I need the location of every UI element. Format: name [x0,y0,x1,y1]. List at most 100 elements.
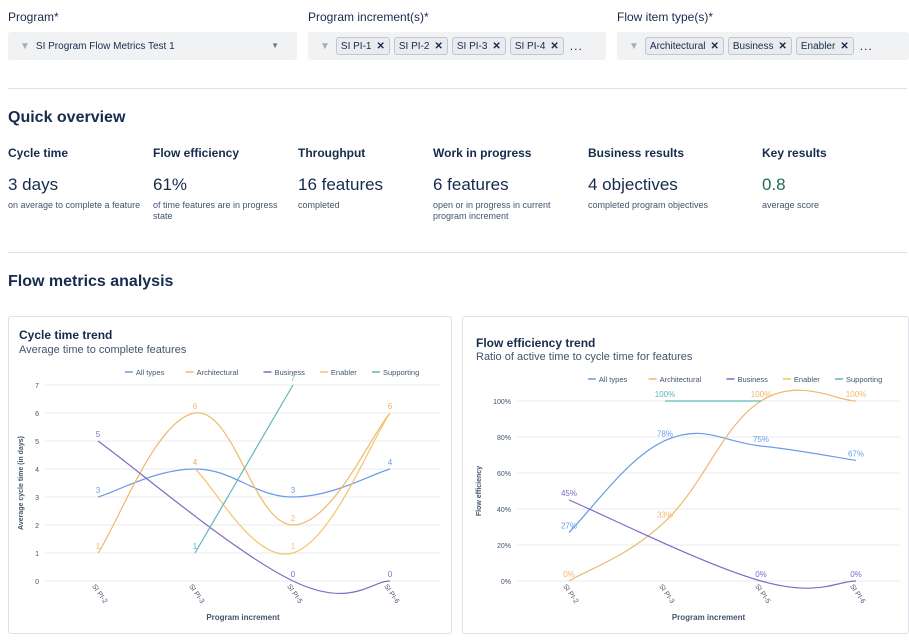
more-chips-indicator[interactable]: ... [569,39,583,53]
program-increment-select[interactable]: ▼ SI PI-1 ✕ SI PI-2 ✕ SI PI-3 ✕ SI PI-4 ✕ ..… [308,32,606,60]
close-icon[interactable]: ✕ [376,40,385,52]
close-icon[interactable]: ✕ [550,40,559,52]
x-tick-label: SI PI-6 [382,583,400,605]
y-tick-label: 3 [35,495,39,502]
close-icon[interactable]: ✕ [840,40,849,52]
flow-type-chip: Business ✕ [727,37,792,55]
close-icon[interactable]: ✕ [434,40,443,52]
metric-value: 61% [153,175,188,194]
increment-chip: SI PI-1 ✕ [335,37,390,55]
y-axis-label: Average cycle time (in days) [18,436,25,530]
metric-description: completed program objectives [588,200,709,210]
data-label: 0% [755,570,767,579]
flow-metrics-analysis-heading: Flow metrics analysis [8,273,174,290]
close-icon[interactable]: ✕ [778,40,787,52]
data-label: 100% [655,390,675,399]
flow-efficiency-trend-card: Flow efficiency trend Ratio of active ti… [462,316,909,634]
metric-title: Business results [588,146,685,160]
close-icon[interactable]: ✕ [492,40,501,52]
flow-item-type-filter: Flow item type(s)* ▼ Architectural ✕ Busi… [617,10,909,60]
legend-item: Supporting [846,375,882,384]
x-tick-label: SI PI-5 [285,583,303,605]
series-line [194,384,294,554]
cycle-time-trend-card: Cycle time trend Average time to complet… [8,316,452,634]
metric-throughput: Throughput 16 features completed [298,146,428,211]
more-chips-indicator[interactable]: ... [859,39,873,53]
program-filter: Program* ▼ SI Program Flow Metrics Test … [8,10,297,60]
data-label: 2 [291,514,296,523]
series-line [97,412,391,554]
cycle-time-trend-chart: 0 1 2 3 4 5 6 7 SI PI-2 SI PI-3 SI PI-5 SI PI-6 Prog… [18,368,441,622]
metric-cycle-time: Cycle time 3 days on average to complete… [8,146,148,211]
data-label: 45% [561,489,577,498]
divider [8,88,907,89]
data-label: 75% [753,435,769,444]
data-label: 5 [96,430,101,439]
data-label: 27% [561,521,577,530]
series-line [97,440,391,594]
filter-icon: ▼ [629,40,639,52]
series-line [568,389,857,582]
chevron-down-icon[interactable]: ▼ [271,41,279,50]
increment-chip: SI PI-2 ✕ [393,37,448,55]
data-label: 6 [388,402,393,411]
metric-value: 16 features [298,175,384,194]
x-tick-label: SI PI-5 [753,583,771,605]
series-line [568,432,857,533]
series-line [194,412,391,555]
y-tick-label: 2 [35,523,39,530]
y-tick-label: 6 [35,411,39,418]
data-label: 1 [96,542,101,551]
data-label: 100% [751,390,771,399]
increment-chip: SI PI-3 ✕ [451,37,506,55]
metric-description: completed [298,200,340,210]
program-select[interactable]: ▼ SI Program Flow Metrics Test 1 ▼ [8,32,297,60]
legend-item: Business [738,375,769,384]
metric-key-results: Key results 0.8 average score [762,146,892,211]
metric-title: Cycle time [8,146,69,160]
data-label: 4 [193,458,198,467]
flow-item-type-select[interactable]: ▼ Architectural ✕ Business ✕ Enabler ✕ ... [617,32,909,60]
y-tick-label: 80% [497,435,511,442]
x-tick-label: SI PI-6 [848,583,866,605]
metric-business-results: Business results 4 objectives completed … [588,146,748,211]
data-label: 33% [657,511,673,520]
flow-type-chip: Architectural ✕ [644,37,724,55]
series-line [97,468,391,498]
y-tick-label: 100% [493,399,511,406]
data-label: 3 [291,486,296,495]
y-tick-label: 7 [35,383,39,390]
metric-value: 6 features [433,175,509,194]
filter-icon: ▼ [320,40,330,52]
y-tick-label: 0% [501,579,511,586]
metric-title: Throughput [298,146,366,160]
close-icon[interactable]: ✕ [710,40,719,52]
y-tick-label: 0 [35,579,39,586]
quick-overview-heading: Quick overview [8,109,126,126]
data-label: 0% [850,570,862,579]
data-label: 0 [388,570,393,579]
data-label: 0% [563,570,575,579]
data-label: 6 [388,402,393,411]
metric-value: 3 days [8,175,59,194]
metric-description: open or in progress in current program i… [433,200,551,221]
metric-title: Flow efficiency [153,146,240,160]
x-tick-label: SI PI-2 [561,583,579,605]
program-label: Program* [8,10,59,24]
y-tick-label: 4 [35,467,39,474]
increment-chip: SI PI-4 ✕ [509,37,564,55]
metric-flow-efficiency: Flow efficiency 61% of time features are… [153,146,283,222]
chart-title: Flow efficiency trend [476,336,596,350]
data-label: 1 [291,542,296,551]
data-label: 4 [193,458,198,467]
legend-item: Enabler [331,368,357,377]
data-label: 3 [96,486,101,495]
data-label: 1 [193,542,198,551]
y-tick-label: 60% [497,471,511,478]
legend-item: Architectural [660,375,702,384]
metric-description: average score [762,200,820,210]
x-axis-label: Program increment [206,613,280,622]
data-label: 67% [848,449,864,458]
y-tick-label: 40% [497,507,511,514]
filter-icon: ▼ [20,40,30,52]
